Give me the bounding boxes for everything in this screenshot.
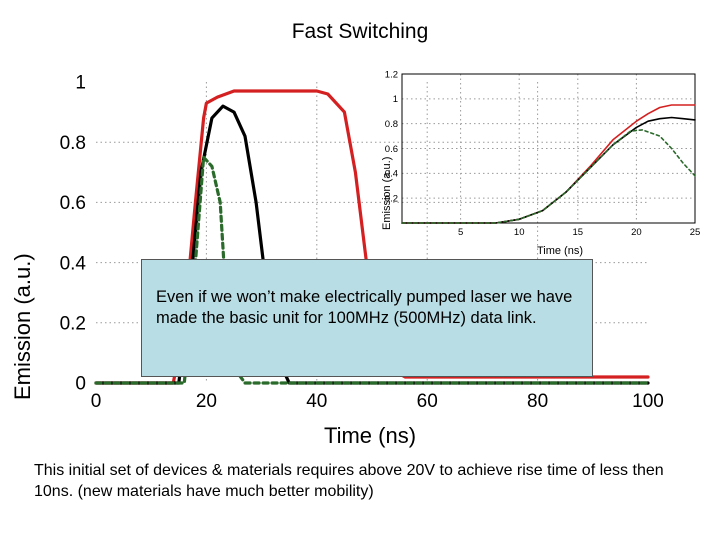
inset-plot-frame xyxy=(401,73,696,224)
main-y-axis-label: Emission (a.u.) xyxy=(10,253,35,400)
main-x-tick-label: 60 xyxy=(417,391,438,412)
inset-y-tick-label: 0.8 xyxy=(385,119,398,130)
inset-y-tick-label: 1 xyxy=(393,94,398,105)
main-y-tick-label: 0.8 xyxy=(60,133,86,154)
main-x-tick-label: 0 xyxy=(91,391,102,412)
main-x-tick-label: 20 xyxy=(196,391,217,412)
main-y-tick-label: 0.2 xyxy=(60,313,86,334)
callout-box: Even if we won’t make electrically pumpe… xyxy=(141,259,593,377)
inset-y-axis-label: Emission (a.u.) xyxy=(381,157,393,230)
inset-x-axis-label: Time (ns) xyxy=(537,245,583,257)
slide-caption: This initial set of devices & materials … xyxy=(34,462,664,500)
inset-series-green xyxy=(401,129,696,224)
inset-x-tick-label: 5 xyxy=(458,227,463,238)
inset-x-tick-label: 20 xyxy=(631,227,642,238)
inset-y-tick-label: 0.6 xyxy=(385,144,398,155)
inset-y-tick-label: 0.2 xyxy=(385,193,398,204)
inset-chart: 5 10 15 20 25 0.2 0.4 0.6 0.8 1 1.2 Time (ns) Emissi… xyxy=(381,69,701,257)
main-x-tick-label: 100 xyxy=(632,391,664,412)
main-series-green xyxy=(94,155,650,385)
main-y-tick-label: 0.4 xyxy=(60,253,87,274)
main-x-axis-label: Time (ns) xyxy=(324,423,416,448)
main-y-tick-label: 0 xyxy=(75,374,86,395)
inset-x-tick-label: 10 xyxy=(514,227,525,238)
inset-y-tick-label: 1.2 xyxy=(385,69,398,80)
main-y-tick-label: 0.6 xyxy=(60,193,86,214)
main-x-tick-label: 40 xyxy=(306,391,327,412)
inset-x-tick-label: 25 xyxy=(690,227,701,238)
inset-x-tick-label: 15 xyxy=(573,227,584,238)
main-x-tick-label: 80 xyxy=(527,391,548,412)
main-y-tick-label: 1 xyxy=(75,73,86,94)
inset-y-tick-label: 0.4 xyxy=(385,169,398,180)
slide-title: Fast Switching xyxy=(291,20,429,43)
